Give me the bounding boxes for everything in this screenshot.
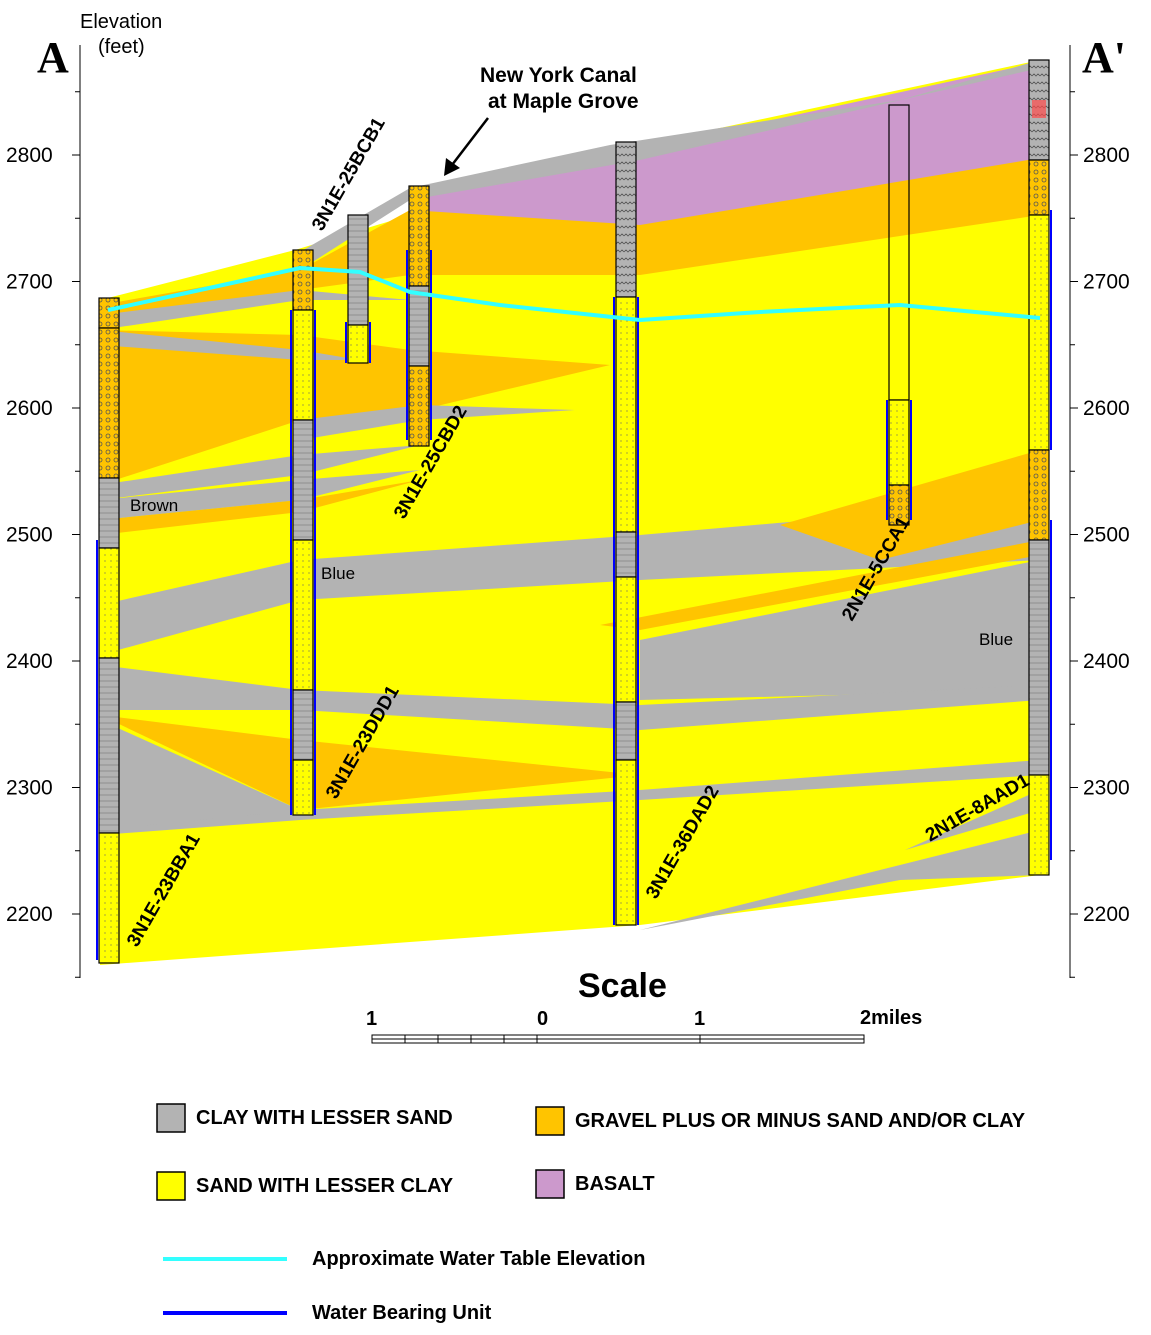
well-column-3N1E-36DAD2 — [613, 141, 639, 926]
gravel-lower-left — [100, 715, 640, 810]
annotation-brown: Brown — [130, 496, 178, 515]
gravel-thin-1 — [100, 480, 420, 535]
right-axis-tick-label: 2800 — [1083, 144, 1130, 167]
canal-label-line2: at Maple Grove — [488, 90, 639, 113]
legend-label-basalt: BASALT — [575, 1173, 655, 1195]
well-column-2N1E-5CCA1 — [886, 104, 912, 526]
scale-title: Scale — [578, 967, 667, 1005]
legend-label-water-table: Approximate Water Table Elevation — [312, 1248, 646, 1270]
stratigraphy-layers — [100, 60, 1040, 965]
right-axis: 2800 2700 2600 2500 2400 2300 2200 — [1069, 45, 1130, 978]
scale-label-2miles: 2miles — [860, 1007, 922, 1029]
left-axis-tick-label: 2400 — [6, 650, 53, 673]
clay-stripe-3 — [300, 405, 575, 440]
right-axis-tick-label: 2700 — [1083, 271, 1130, 294]
gravel-upper — [100, 158, 1040, 320]
left-axis-tick-label: 2700 — [6, 271, 53, 294]
well-column-3N1E-23BBA1 — [96, 297, 120, 964]
legend-swatch-sand — [156, 1171, 186, 1201]
scale-bar — [371, 1034, 865, 1044]
clay-lower-left — [100, 665, 1040, 730]
section-end-label: A' — [1082, 33, 1126, 82]
sand-body — [100, 60, 1040, 965]
clay-wedge-right — [640, 560, 1040, 700]
legend-label-clay: CLAY WITH LESSER SAND — [196, 1107, 453, 1129]
legend-label-sand: SAND WITH LESSER CLAY — [196, 1175, 454, 1197]
well-column-3N1E-23DDD1 — [290, 249, 316, 816]
legend-swatch-basalt — [535, 1169, 565, 1199]
gravel-thin-2 — [600, 540, 1040, 630]
clay-lower-band — [100, 760, 1040, 835]
clay-bottom-right-2 — [905, 790, 1040, 850]
right-axis-tick-label: 2600 — [1083, 397, 1130, 420]
legend-label-gravel: GRAVEL PLUS OR MINUS SAND AND/OR CLAY — [575, 1110, 1026, 1132]
clay-lower-wedge — [100, 720, 300, 835]
clay-stripe-4 — [100, 445, 420, 500]
left-axis-tick-label: 2300 — [6, 777, 53, 800]
right-axis-tick-label: 2400 — [1083, 650, 1130, 673]
well-column-3N1E-25BCB1 — [345, 214, 371, 364]
gravel-lens-left — [100, 330, 610, 485]
water-table-line — [107, 266, 1041, 322]
right-axis-tick-label: 2200 — [1083, 903, 1130, 926]
clay-bottom-right — [640, 830, 1040, 930]
left-axis-tick-label: 2200 — [6, 903, 53, 926]
annotation-blue-2: Blue — [979, 630, 1013, 649]
left-axis-tick-label: 2800 — [6, 144, 53, 167]
clay-brown-band — [100, 470, 420, 520]
right-axis-tick-label: 2300 — [1083, 777, 1130, 800]
well-column-3N1E-25CBD2 — [406, 185, 432, 447]
section-start-label: A — [37, 33, 69, 82]
left-axis-tick-label: 2500 — [6, 524, 53, 547]
scale-labels: 1 0 1 2miles — [366, 1007, 922, 1030]
canal-label-line1: New York Canal — [480, 64, 637, 87]
well-columns — [96, 59, 1052, 964]
legend-label-water-bearing: Water Bearing Unit — [312, 1302, 492, 1324]
axis-title-line1: Elevation — [80, 11, 162, 33]
scale-label-0: 0 — [537, 1008, 548, 1030]
canal-arrow — [444, 117, 489, 176]
clay-blue-band — [100, 500, 1040, 655]
legend-swatch-gravel — [535, 1106, 565, 1136]
left-axis-tick-label: 2600 — [6, 397, 53, 420]
annotation-blue-1: Blue — [321, 564, 355, 583]
right-axis-tick-label: 2500 — [1083, 524, 1130, 547]
clay-stripe-1 — [100, 290, 410, 330]
left-axis: 2800 2700 2600 2500 2400 2300 2200 — [6, 45, 81, 978]
scale-label-1-right: 1 — [694, 1008, 705, 1030]
well-column-2N1E-8AAD1 — [1028, 59, 1052, 876]
scale-label-1-left: 1 — [366, 1008, 377, 1030]
axis-title-line2: (feet) — [98, 36, 145, 58]
legend-swatch-clay — [156, 1103, 186, 1133]
